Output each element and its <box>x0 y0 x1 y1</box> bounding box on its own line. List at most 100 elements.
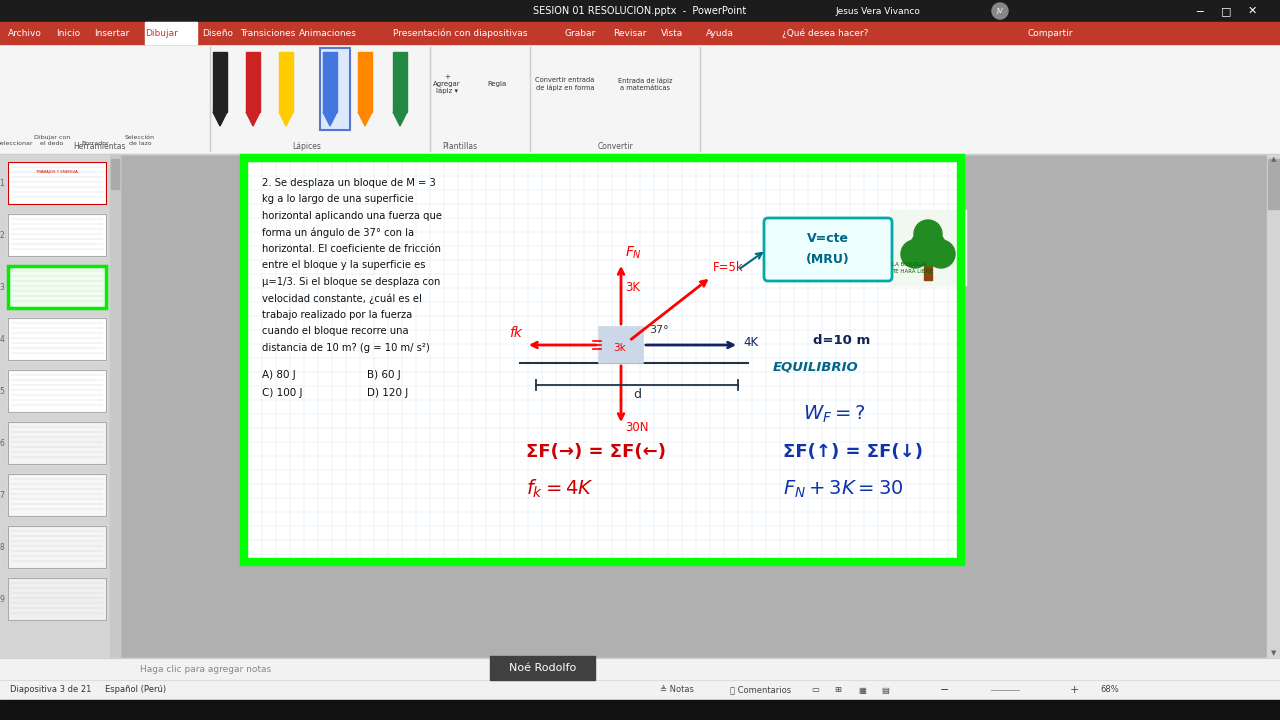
Point <box>241 256 256 264</box>
Text: Archivo: Archivo <box>8 29 42 37</box>
Point <box>95 276 110 285</box>
Text: (MRU): (MRU) <box>806 253 850 266</box>
Text: $W_F = ?$: $W_F = ?$ <box>803 404 865 426</box>
Point <box>465 158 480 166</box>
Point <box>297 554 312 562</box>
Point <box>95 173 110 181</box>
Point <box>646 158 662 166</box>
Point <box>913 158 928 166</box>
Bar <box>0 154 120 658</box>
Point <box>366 554 381 562</box>
Point <box>95 474 110 483</box>
Point <box>4 183 19 192</box>
Polygon shape <box>393 112 407 126</box>
Text: C) 100 J: C) 100 J <box>262 387 302 397</box>
Point <box>95 215 110 223</box>
Text: trabajo realizado por la fuerza: trabajo realizado por la fuerza <box>262 310 412 320</box>
Point <box>548 554 563 562</box>
Bar <box>320 48 349 130</box>
Point <box>95 271 110 280</box>
Point <box>4 480 19 488</box>
Point <box>479 158 494 166</box>
Bar <box>1268 159 1279 209</box>
Point <box>241 480 256 488</box>
Text: Revisar: Revisar <box>613 29 646 37</box>
Point <box>4 225 19 233</box>
Point <box>202 42 218 51</box>
Point <box>899 554 914 562</box>
Text: ▤: ▤ <box>881 685 888 695</box>
Point <box>241 522 256 531</box>
Point <box>95 348 110 357</box>
Point <box>941 554 956 562</box>
Point <box>4 541 19 550</box>
Point <box>95 328 110 337</box>
Point <box>4 333 19 342</box>
Text: ──────: ────── <box>989 685 1020 695</box>
Point <box>241 312 256 320</box>
Point <box>95 608 110 617</box>
Point <box>786 554 801 562</box>
Point <box>828 554 844 562</box>
Point <box>241 423 256 432</box>
Text: Entrada de lápiz
a matemáticas: Entrada de lápiz a matemáticas <box>618 77 672 91</box>
Text: Dibujar: Dibujar <box>146 29 178 37</box>
Point <box>95 188 110 197</box>
Text: entre el bloque y la superficie es: entre el bloque y la superficie es <box>262 261 425 271</box>
Text: ▼: ▼ <box>1271 650 1276 656</box>
Bar <box>890 210 966 285</box>
Point <box>618 554 634 562</box>
Point <box>4 527 19 536</box>
Point <box>4 531 19 540</box>
Point <box>241 396 256 405</box>
Point <box>899 158 914 166</box>
Point <box>731 554 746 562</box>
Bar <box>8 318 106 360</box>
Point <box>520 158 536 166</box>
Point <box>95 594 110 603</box>
Point <box>95 480 110 488</box>
Text: velocidad constante, ¿cuál es el: velocidad constante, ¿cuál es el <box>262 294 422 304</box>
Text: Regla: Regla <box>488 81 507 87</box>
Polygon shape <box>212 112 227 126</box>
Point <box>950 340 965 348</box>
Bar <box>1267 154 1280 658</box>
Point <box>950 199 965 208</box>
Point <box>241 228 256 236</box>
Point <box>4 381 19 390</box>
Point <box>352 158 367 166</box>
Point <box>95 245 110 253</box>
Point <box>422 42 438 51</box>
Text: μ=1/3. Si el bloque se desplaza con: μ=1/3. Si el bloque se desplaza con <box>262 277 440 287</box>
Point <box>4 495 19 503</box>
Text: 7: 7 <box>0 490 4 500</box>
Point <box>529 381 544 390</box>
Text: Convertir entrada
de lápiz en forma: Convertir entrada de lápiz en forma <box>535 77 595 91</box>
Point <box>950 242 965 251</box>
Point <box>731 381 746 390</box>
Point <box>241 410 256 418</box>
Text: □: □ <box>1221 6 1231 16</box>
Point <box>95 282 110 290</box>
Point <box>548 158 563 166</box>
Point <box>269 158 284 166</box>
Point <box>660 554 676 562</box>
Bar <box>8 318 106 360</box>
Point <box>4 428 19 436</box>
Point <box>646 554 662 562</box>
Bar <box>0 22 1280 44</box>
Point <box>95 240 110 248</box>
Point <box>675 158 690 166</box>
Point <box>241 554 256 562</box>
Point <box>241 549 256 558</box>
Point <box>4 240 19 248</box>
Point <box>283 158 298 166</box>
Bar <box>8 422 106 464</box>
Point <box>95 536 110 545</box>
Point <box>772 158 787 166</box>
Point <box>950 158 965 166</box>
Text: TRABAJOS Y ENERGIA: TRABAJOS Y ENERGIA <box>36 170 78 174</box>
Point <box>758 158 773 166</box>
Bar <box>8 214 106 256</box>
Point <box>4 220 19 228</box>
